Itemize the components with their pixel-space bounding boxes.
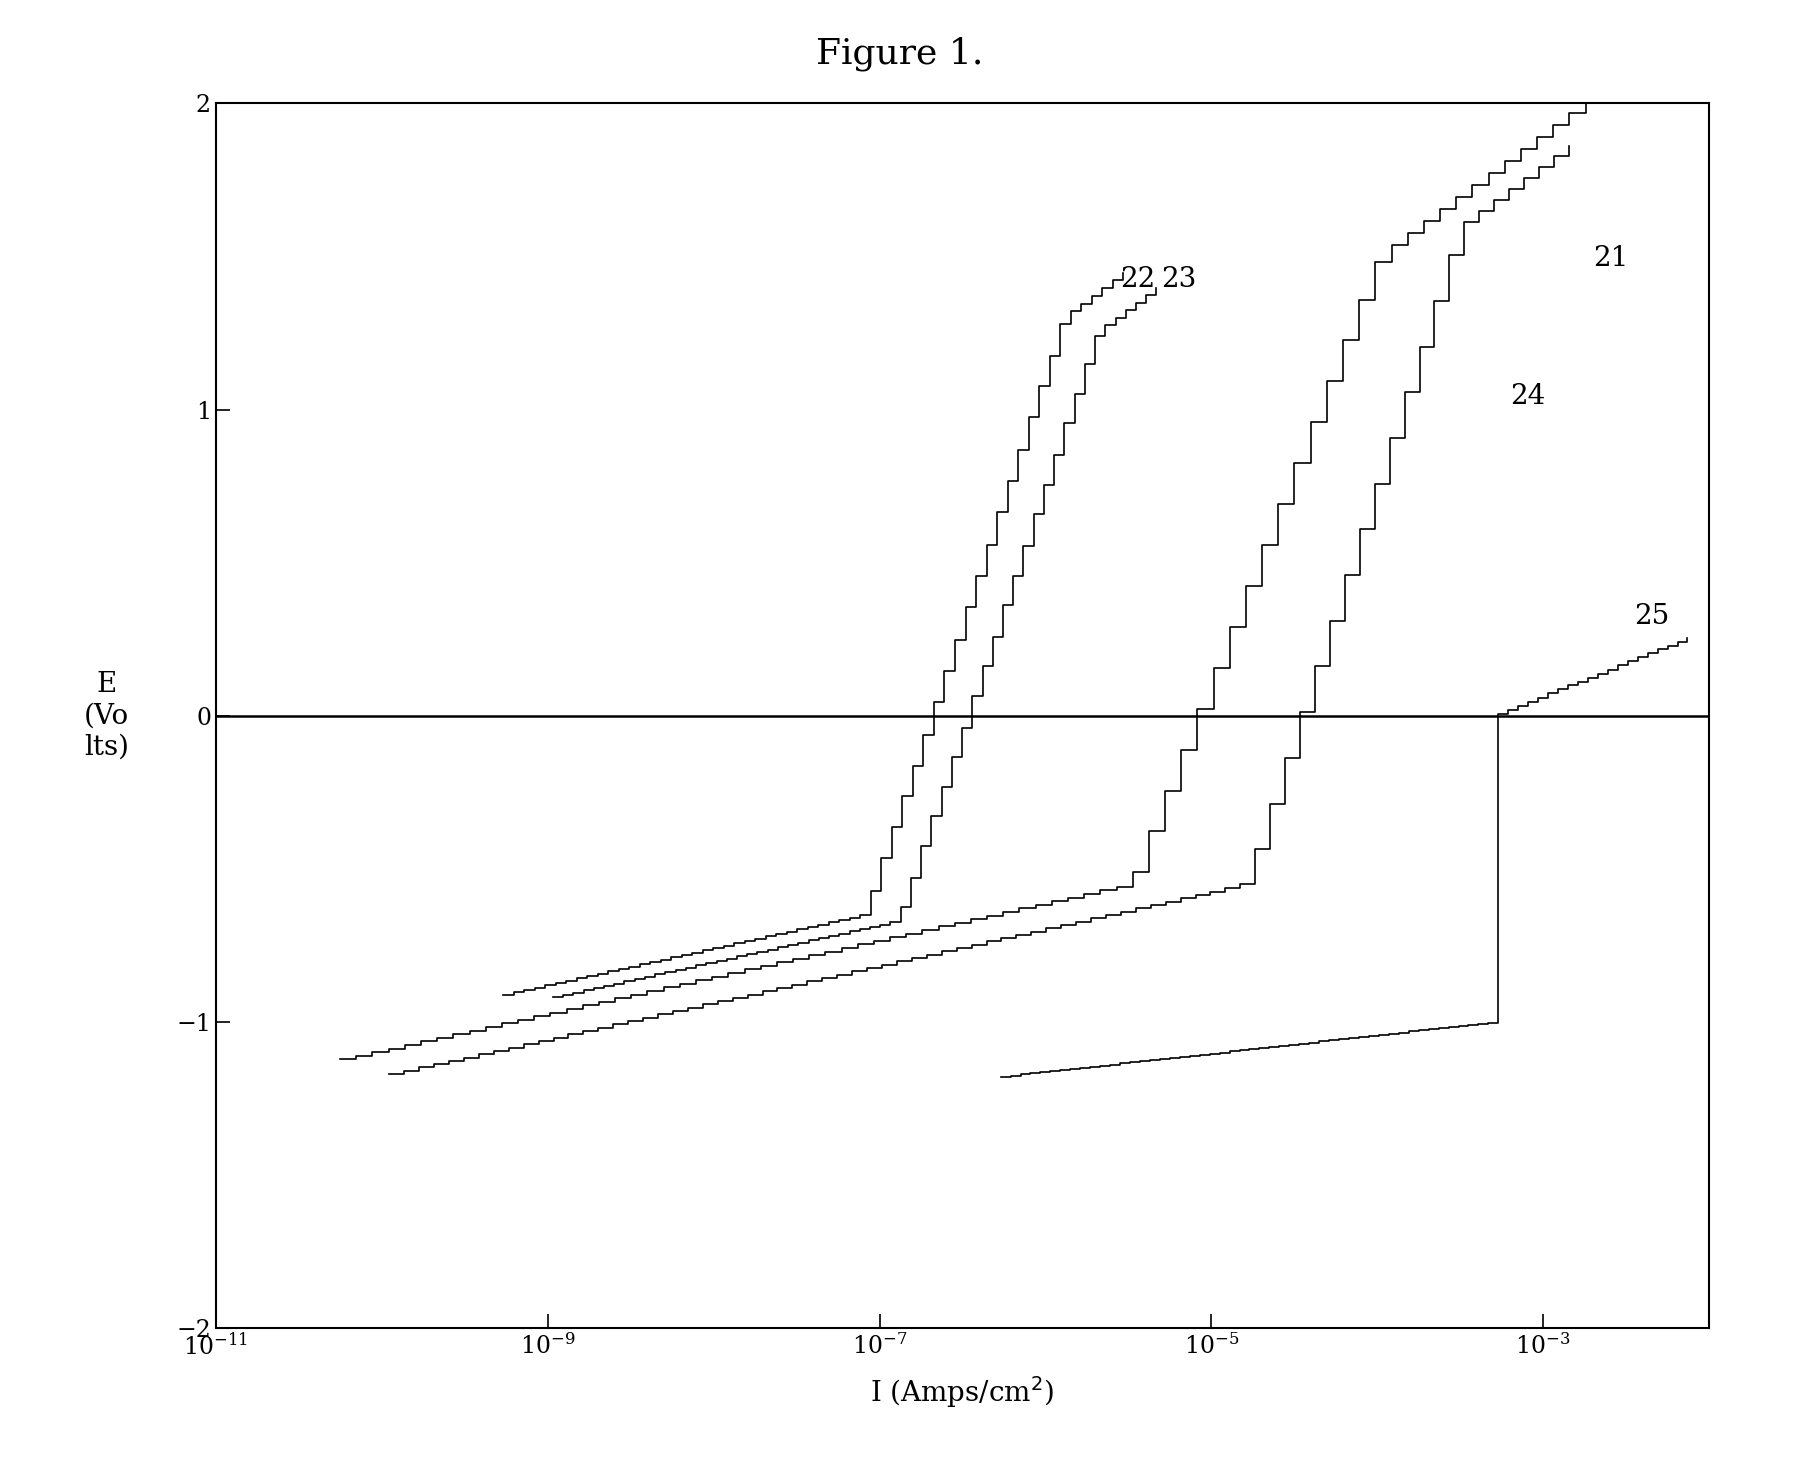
Text: 23: 23: [1162, 266, 1196, 294]
Text: 21: 21: [1591, 245, 1627, 272]
Text: 25: 25: [1633, 604, 1669, 630]
Text: 22: 22: [1120, 266, 1154, 294]
Text: Figure 1.: Figure 1.: [814, 37, 984, 71]
Y-axis label: E
(Vo
lts): E (Vo lts): [85, 672, 129, 760]
Text: 24: 24: [1509, 382, 1544, 409]
X-axis label: I (Amps/cm$^2$): I (Amps/cm$^2$): [870, 1374, 1054, 1410]
